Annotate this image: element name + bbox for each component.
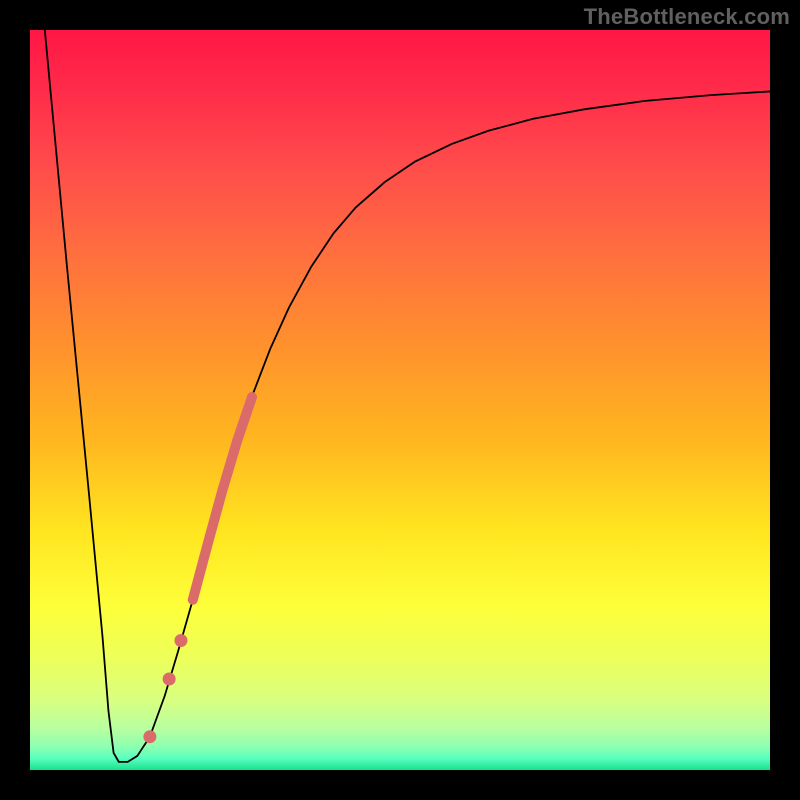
- highlight-dot: [143, 730, 156, 743]
- highlight-dot: [174, 634, 187, 647]
- plot-gradient-background: [30, 30, 770, 770]
- highlight-dot: [163, 672, 176, 685]
- chart-svg: [0, 0, 800, 800]
- chart-root: TheBottleneck.com: [0, 0, 800, 800]
- watermark-text: TheBottleneck.com: [584, 4, 790, 30]
